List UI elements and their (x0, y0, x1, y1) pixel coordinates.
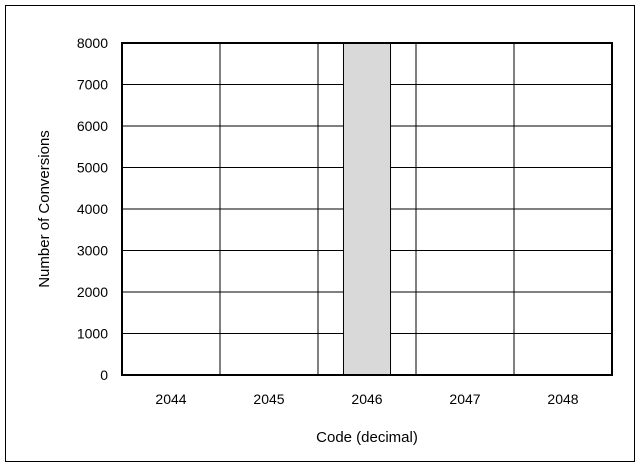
x-tick-label: 2047 (449, 391, 480, 407)
y-tick-label: 0 (100, 367, 108, 383)
x-tick-labels: 2044 2045 2046 2047 2048 (155, 391, 578, 407)
y-axis-label: Number of Conversions (36, 130, 53, 288)
y-tick-labels: 0 1000 2000 3000 4000 5000 6000 7000 8000 (77, 35, 108, 383)
x-tick-label: 2045 (253, 391, 284, 407)
bar (342, 42, 392, 376)
y-tick-label: 1000 (77, 326, 108, 342)
y-tick-label: 3000 (77, 243, 108, 259)
y-tick-label: 7000 (77, 77, 108, 93)
x-tick-label: 2046 (351, 391, 382, 407)
y-tick-label: 4000 (77, 201, 108, 217)
y-tick-label: 8000 (77, 35, 108, 51)
plot-area-border (121, 42, 613, 376)
x-tick-label: 2048 (547, 391, 578, 407)
x-tick-label: 2044 (155, 391, 186, 407)
y-tick-label: 5000 (77, 160, 108, 176)
chart-frame (5, 5, 635, 462)
x-axis-label: Code (decimal) (316, 429, 418, 446)
y-tick-label: 2000 (77, 284, 108, 300)
y-tick-label: 6000 (77, 118, 108, 134)
bars (342, 42, 392, 376)
